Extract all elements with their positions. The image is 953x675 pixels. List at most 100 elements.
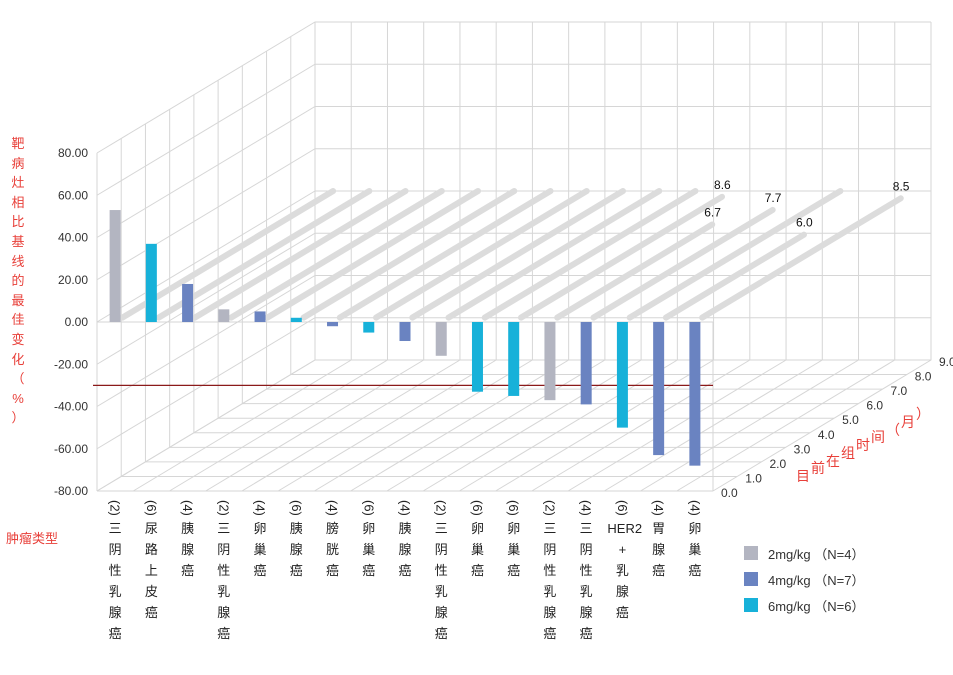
y-tick-label: 80.00 <box>58 146 88 160</box>
category-label: (2) 三阴性乳腺癌 <box>209 500 239 644</box>
y-axis-title-char: （ <box>11 371 25 387</box>
y-tick-label: -60.00 <box>54 442 88 456</box>
time-on-study-bar <box>336 188 554 321</box>
z-tick-label: 3.0 <box>794 442 811 456</box>
legend-item-4mg: 4mg/kg （N=7） <box>744 566 864 592</box>
bar-17 <box>689 322 701 466</box>
category-char: 癌 <box>615 604 629 620</box>
gridline-category <box>314 22 533 492</box>
gridline-category <box>676 22 896 492</box>
bar-13 <box>544 322 556 401</box>
time-on-study-bar <box>590 206 776 321</box>
y-axis-title-char: 病 <box>11 155 25 171</box>
category-char: 三 <box>108 520 122 536</box>
category-char: 癌 <box>253 562 267 578</box>
chart-bars <box>109 210 701 466</box>
category-label: (2) 三阴性乳腺癌 <box>100 500 130 644</box>
category-char: 阴 <box>217 541 231 557</box>
category-char: 胃 <box>652 520 666 536</box>
category-char: 卵 <box>470 520 484 536</box>
time-on-study-bar <box>517 193 726 321</box>
category-label: (4) 三阴性乳腺癌 <box>571 500 601 644</box>
z-tick-label: 6.0 <box>866 399 883 413</box>
category-label: (4) 胃腺癌 <box>644 500 674 581</box>
z-tick-label: 1.0 <box>745 471 762 485</box>
z-tick-label: 4.0 <box>818 428 835 442</box>
y-axis-title-char: % <box>12 390 24 406</box>
category-char: 腺 <box>434 604 448 620</box>
category-char: 乳 <box>108 583 122 599</box>
category-char: 皮 <box>144 583 158 599</box>
y-tick-label: 20.00 <box>58 273 88 287</box>
gridline-category <box>604 22 823 492</box>
gridline-category <box>241 22 461 492</box>
time-on-study-bar <box>626 188 844 321</box>
category-char: 尿 <box>144 520 158 536</box>
category-count: (4) <box>651 500 667 516</box>
y-axis-title-char: 的 <box>11 273 25 289</box>
category-char: 乳 <box>543 583 557 599</box>
legend-item-2mg: 2mg/kg （N=4） <box>744 540 864 566</box>
time-on-study-bar <box>264 188 482 321</box>
legend-label-2mg: 2mg/kg （N=4） <box>768 546 865 562</box>
z-axis-title-char: 间 <box>871 429 885 446</box>
y-axis-title-char: ） <box>11 410 25 426</box>
z-tick-label: 7.0 <box>891 384 908 398</box>
gridline-value <box>96 21 931 154</box>
z-axis-title-char: 在 <box>826 452 840 469</box>
category-label: (2) 三阴性乳腺癌 <box>535 500 565 644</box>
bar-14 <box>580 322 592 405</box>
bar-1 <box>109 210 121 322</box>
category-char: 胰 <box>398 520 412 536</box>
category-char: 乳 <box>579 583 593 599</box>
bar-16 <box>653 322 665 456</box>
y-axis-title-char: 最 <box>11 292 25 308</box>
bar-10 <box>435 322 447 356</box>
time-on-study-label: 6.7 <box>704 205 721 219</box>
gridline-category <box>459 22 678 492</box>
category-char: 癌 <box>108 625 122 641</box>
bar-2 <box>145 243 157 322</box>
category-count: (4) <box>397 500 413 516</box>
category-char: 癌 <box>688 562 702 578</box>
bar-9 <box>399 322 411 342</box>
category-char: 癌 <box>326 562 340 578</box>
category-char: 三 <box>543 520 557 536</box>
category-count: (6) <box>506 500 522 516</box>
x-axis-title: 肿瘤类型 <box>6 531 59 546</box>
category-count: (6) <box>469 500 485 516</box>
y-axis-title: 靶病灶相比基线的最佳变化 （% ） <box>8 134 28 428</box>
category-char: 性 <box>434 562 448 578</box>
bar-5 <box>254 311 266 322</box>
category-label: (4) 胰腺癌 <box>173 500 203 581</box>
category-char: 三 <box>579 520 593 536</box>
z-axis-title-char: 前 <box>811 460 825 477</box>
category-label: (6) 卵巢癌 <box>354 500 384 581</box>
category-char: 癌 <box>543 625 557 641</box>
category-char: 卵 <box>688 520 702 536</box>
gridline-category <box>495 22 715 492</box>
category-char: 胰 <box>289 520 303 536</box>
category-count: (4) <box>687 500 703 516</box>
category-char: 癌 <box>181 562 195 578</box>
z-axis-title-char: ） <box>916 406 930 422</box>
category-char: 腺 <box>108 604 122 620</box>
category-char: 胱 <box>326 541 340 557</box>
chart-gridlines <box>93 21 932 492</box>
category-count: (6) <box>614 500 630 516</box>
category-char: 胰 <box>181 520 195 536</box>
category-char: 三 <box>217 520 231 536</box>
y-axis-title-char: 灶 <box>11 175 25 191</box>
category-label: (6) HER2 + 乳腺癌 <box>607 500 642 623</box>
y-tick-label: -40.00 <box>54 400 88 414</box>
y-axis-title-char: 比 <box>11 214 25 230</box>
time-on-study-bar <box>554 221 716 321</box>
y-axis-title-char: 化 <box>11 351 25 367</box>
gridline-category <box>277 22 497 492</box>
y-tick-label: 0.00 <box>65 315 89 329</box>
z-axis-title-char: 目 <box>796 468 810 484</box>
gridline-category <box>386 22 606 492</box>
y-tick-label: 40.00 <box>58 231 88 245</box>
category-char: 癌 <box>507 562 521 578</box>
